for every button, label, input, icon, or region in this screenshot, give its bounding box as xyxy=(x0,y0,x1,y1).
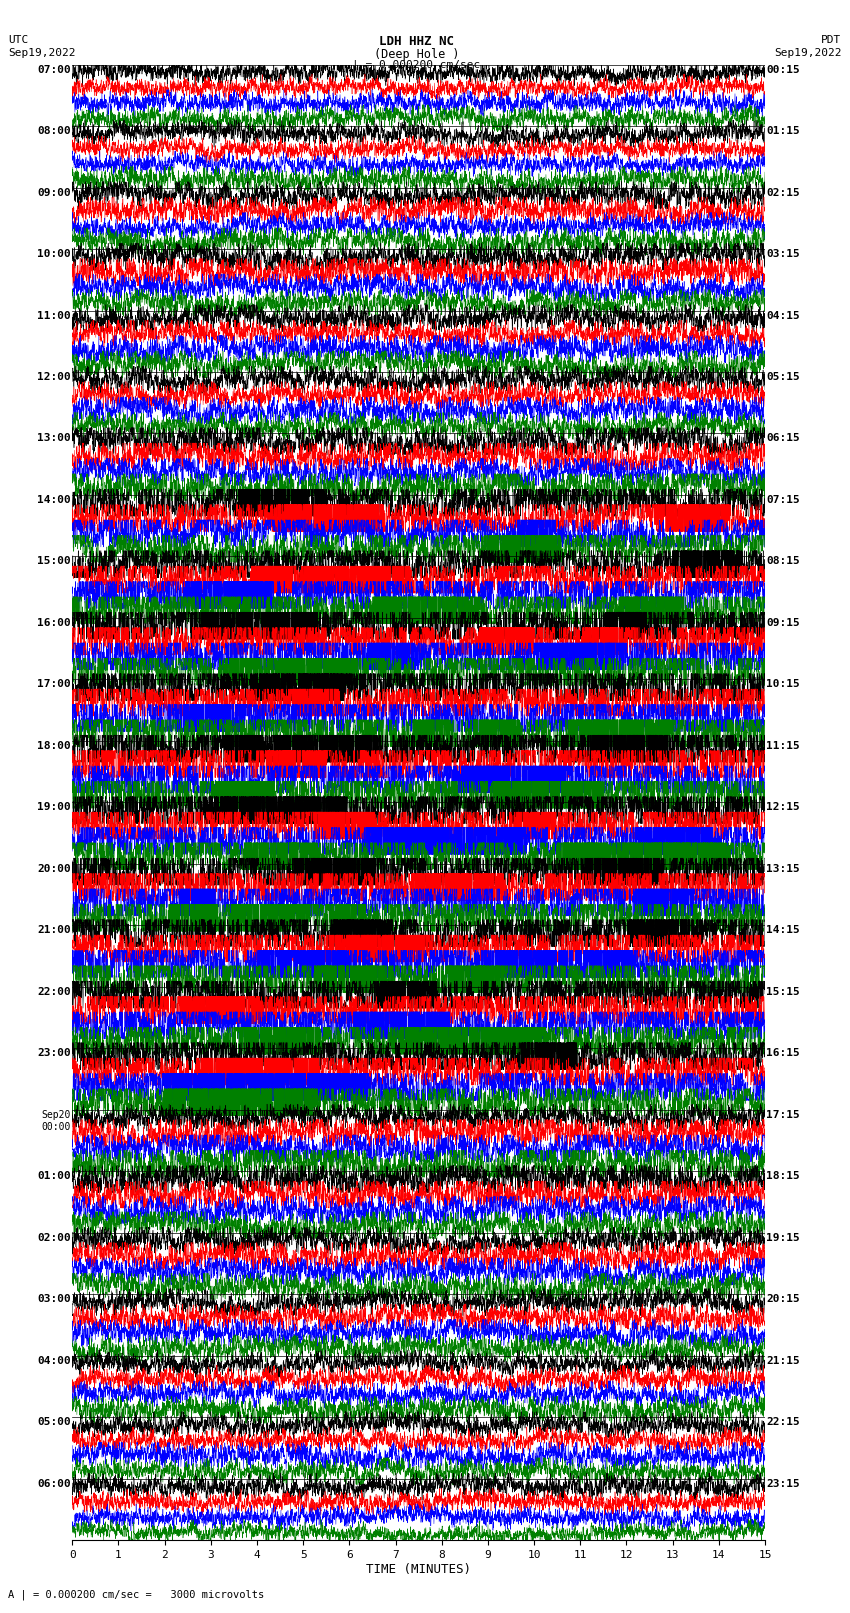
Text: 22:00: 22:00 xyxy=(37,987,71,997)
Text: 17:00: 17:00 xyxy=(37,679,71,689)
Text: 00:15: 00:15 xyxy=(767,65,800,74)
Text: 19:15: 19:15 xyxy=(767,1232,800,1244)
Text: UTC: UTC xyxy=(8,35,29,45)
Text: 14:15: 14:15 xyxy=(767,926,800,936)
X-axis label: TIME (MINUTES): TIME (MINUTES) xyxy=(366,1563,471,1576)
Text: 15:15: 15:15 xyxy=(767,987,800,997)
Text: 19:00: 19:00 xyxy=(37,803,71,813)
Text: 08:15: 08:15 xyxy=(767,556,800,566)
Text: 23:00: 23:00 xyxy=(37,1048,71,1058)
Text: 13:15: 13:15 xyxy=(767,865,800,874)
Text: 15:00: 15:00 xyxy=(37,556,71,566)
Text: 05:00: 05:00 xyxy=(37,1418,71,1428)
Text: 17:15: 17:15 xyxy=(767,1110,800,1119)
Text: Sep19,2022: Sep19,2022 xyxy=(8,48,76,58)
Text: 12:00: 12:00 xyxy=(37,373,71,382)
Text: 21:15: 21:15 xyxy=(767,1357,800,1366)
Text: 01:00: 01:00 xyxy=(37,1171,71,1181)
Text: 09:15: 09:15 xyxy=(767,618,800,627)
Text: 06:15: 06:15 xyxy=(767,434,800,444)
Text: 04:15: 04:15 xyxy=(767,310,800,321)
Text: LDH HHZ NC: LDH HHZ NC xyxy=(379,35,454,48)
Text: | = 0.000200 cm/sec: | = 0.000200 cm/sec xyxy=(353,60,480,71)
Text: 18:15: 18:15 xyxy=(767,1171,800,1181)
Text: PDT: PDT xyxy=(821,35,842,45)
Text: 21:00: 21:00 xyxy=(37,926,71,936)
Text: 02:00: 02:00 xyxy=(37,1232,71,1244)
Text: 06:00: 06:00 xyxy=(37,1479,71,1489)
Text: 14:00: 14:00 xyxy=(37,495,71,505)
Text: 05:15: 05:15 xyxy=(767,373,800,382)
Text: 07:15: 07:15 xyxy=(767,495,800,505)
Text: 16:15: 16:15 xyxy=(767,1048,800,1058)
Text: (Deep Hole ): (Deep Hole ) xyxy=(374,48,459,61)
Text: 20:00: 20:00 xyxy=(37,865,71,874)
Text: 03:00: 03:00 xyxy=(37,1294,71,1305)
Text: 04:00: 04:00 xyxy=(37,1357,71,1366)
Text: Sep20
00:00: Sep20 00:00 xyxy=(42,1110,71,1132)
Text: 07:00: 07:00 xyxy=(37,65,71,74)
Text: 22:15: 22:15 xyxy=(767,1418,800,1428)
Text: 23:15: 23:15 xyxy=(767,1479,800,1489)
Text: 20:15: 20:15 xyxy=(767,1294,800,1305)
Text: 11:15: 11:15 xyxy=(767,740,800,752)
Text: 03:15: 03:15 xyxy=(767,248,800,260)
Text: Sep19,2022: Sep19,2022 xyxy=(774,48,842,58)
Text: 12:15: 12:15 xyxy=(767,803,800,813)
Text: 13:00: 13:00 xyxy=(37,434,71,444)
Text: 16:00: 16:00 xyxy=(37,618,71,627)
Text: 10:00: 10:00 xyxy=(37,248,71,260)
Text: A | = 0.000200 cm/sec =   3000 microvolts: A | = 0.000200 cm/sec = 3000 microvolts xyxy=(8,1589,264,1600)
Text: 11:00: 11:00 xyxy=(37,310,71,321)
Text: 08:00: 08:00 xyxy=(37,126,71,135)
Text: 09:00: 09:00 xyxy=(37,187,71,197)
Text: 18:00: 18:00 xyxy=(37,740,71,752)
Text: 01:15: 01:15 xyxy=(767,126,800,135)
Text: 02:15: 02:15 xyxy=(767,187,800,197)
Text: 10:15: 10:15 xyxy=(767,679,800,689)
